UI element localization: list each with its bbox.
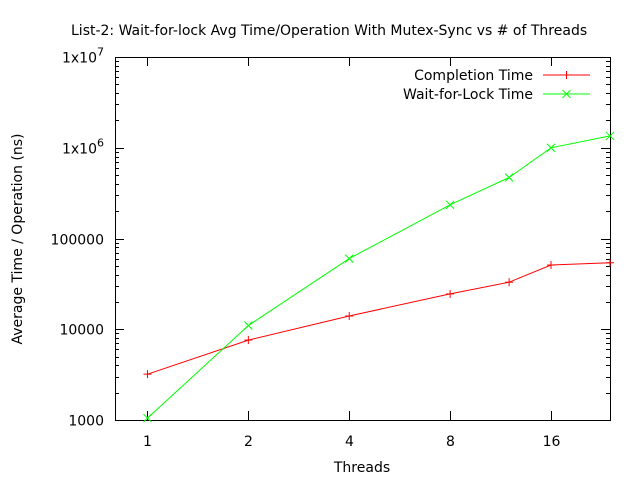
- y-tick-label: 1x106: [62, 137, 104, 158]
- y-tick-label-exponent: 6: [97, 137, 104, 150]
- y-tick-label-base: 1x10: [62, 51, 97, 67]
- data-point: [606, 258, 614, 267]
- y-tick-label: 100000: [51, 233, 104, 249]
- legend-marker: [562, 71, 571, 79]
- series-line-wait-for-lock-time: [147, 135, 611, 419]
- y-tick-label-base: 1x10: [62, 142, 97, 158]
- data-point: [605, 131, 615, 141]
- data-point: [345, 311, 354, 320]
- y-tick-label: 1000: [68, 414, 104, 430]
- data-point: [244, 336, 253, 345]
- data-point: [445, 200, 455, 210]
- x-tick-label: 16: [543, 434, 561, 450]
- legend-label: Completion Time: [414, 68, 533, 84]
- legend-marker: [562, 89, 571, 99]
- x-tick-label: 8: [446, 434, 455, 450]
- data-point: [504, 173, 514, 182]
- data-point: [546, 261, 555, 270]
- data-point: [446, 289, 455, 298]
- legend-label: Wait-for-Lock Time: [403, 87, 533, 103]
- y-axis-label: Average Time / Operation (ns): [10, 133, 26, 344]
- data-point: [344, 254, 354, 263]
- plot-frame: [115, 57, 611, 421]
- x-tick-label: 1: [143, 434, 152, 450]
- x-tick-label: 4: [345, 434, 354, 450]
- data-point: [505, 278, 514, 287]
- y-tick-label: 1x107: [62, 46, 104, 67]
- series-line-completion-time: [147, 262, 611, 375]
- data-point: [143, 413, 152, 423]
- chart-title: List-2: Wait-for-lock Avg Time/Operation…: [71, 23, 587, 39]
- y-tick-label-exponent: 7: [97, 46, 104, 59]
- x-tick-label: 2: [244, 434, 253, 450]
- data-point: [143, 370, 152, 379]
- series-layer: [143, 131, 615, 423]
- data-point: [546, 143, 556, 153]
- data-point: [244, 321, 253, 330]
- x-axis-label: Threads: [333, 460, 390, 476]
- y-tick-label: 10000: [59, 323, 104, 339]
- legend: Completion Time Wait-for-Lock Time: [403, 68, 590, 103]
